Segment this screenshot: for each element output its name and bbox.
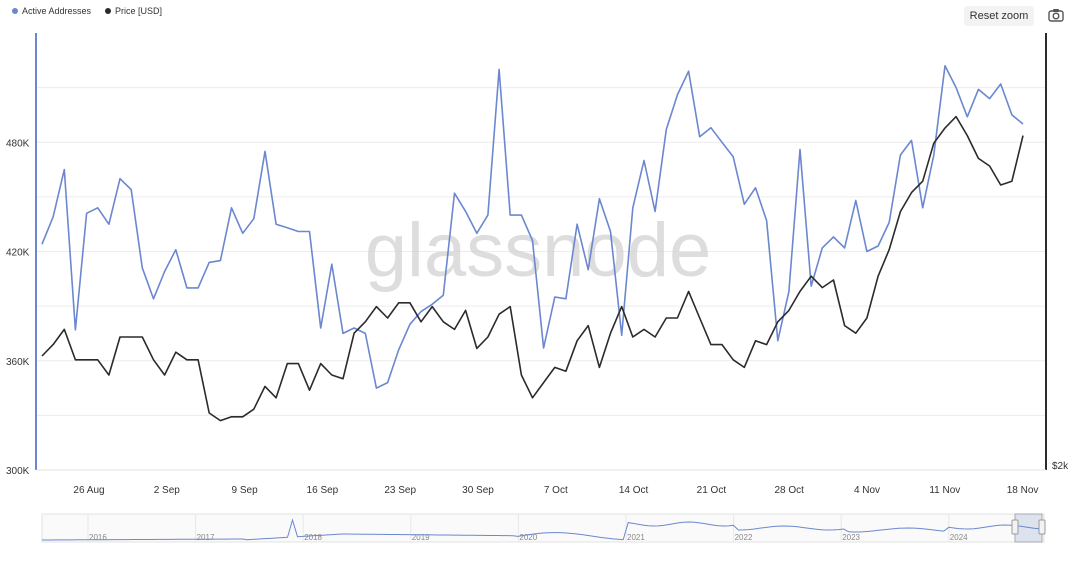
navigator-handle-left <box>1011 519 1019 535</box>
y-right-tick-label: $2k <box>1052 461 1069 472</box>
chart-axes: 300K 360K 420K 480K $2k 26 Aug 2 Sep 9 Sep 16 Se… <box>6 33 1069 496</box>
x-tick-label: 9 Sep <box>232 485 259 496</box>
navigator-year-label: 2024 <box>950 533 968 542</box>
legend-item-active-addresses[interactable]: Active Addresses <box>12 6 91 16</box>
legend-dot-price <box>105 8 112 14</box>
x-tick-label: 7 Oct <box>544 485 568 496</box>
x-tick-label: 23 Sep <box>384 485 416 496</box>
navigator-year-label: 2016 <box>89 533 107 542</box>
x-tick-label: 11 Nov <box>929 485 960 496</box>
camera-icon[interactable] <box>1048 8 1064 22</box>
watermark: glassnode <box>365 208 712 293</box>
navigator-year-label: 2019 <box>412 533 430 542</box>
x-tick-label: 2 Sep <box>154 485 181 496</box>
reset-zoom-button[interactable]: Reset zoom <box>964 6 1034 26</box>
x-tick-label: 28 Oct <box>774 485 804 496</box>
x-tick-label: 16 Sep <box>307 485 339 496</box>
x-tick-label: 21 Oct <box>697 485 727 496</box>
navigator-year-label: 2017 <box>197 533 215 542</box>
legend-dot-active-addresses <box>12 8 18 14</box>
navigator-frame <box>41 513 1045 543</box>
y-tick-label: 300K <box>6 466 30 477</box>
x-tick-label: 4 Nov <box>854 485 880 496</box>
chart-legend: Active Addresses Price [USD] <box>12 6 162 16</box>
x-tick-label: 18 Nov <box>1007 485 1039 496</box>
x-tick-label: 30 Sep <box>462 485 494 496</box>
y-tick-label: 420K <box>6 248 30 259</box>
x-tick-label: 14 Oct <box>619 485 649 496</box>
navigator-handle-right <box>1038 519 1046 535</box>
y-tick-label: 360K <box>6 357 30 368</box>
legend-item-price[interactable]: Price [USD] <box>105 6 162 16</box>
navigator[interactable]: 2016 2017 2018 2019 2020 2021 2022 2023 2024 <box>41 513 1046 543</box>
navigator-window <box>1014 513 1043 543</box>
navigator-year-label: 2021 <box>627 533 645 542</box>
chart-series <box>41 65 1024 422</box>
legend-label-price: Price [USD] <box>115 6 163 16</box>
navigator-year-label: 2023 <box>842 533 860 542</box>
navigator-year-label: 2018 <box>304 533 322 542</box>
x-tick-label: 26 Aug <box>73 485 104 496</box>
legend-label-active-addresses: Active Addresses <box>22 6 92 16</box>
navigator-series <box>42 518 1045 541</box>
navigator-year-label: 2020 <box>519 533 537 542</box>
chart-grid <box>36 87 1046 471</box>
series-price <box>41 115 1024 422</box>
series-active-addresses <box>41 65 1024 389</box>
y-tick-label: 480K <box>6 138 30 149</box>
navigator-year-label: 2022 <box>735 533 753 542</box>
